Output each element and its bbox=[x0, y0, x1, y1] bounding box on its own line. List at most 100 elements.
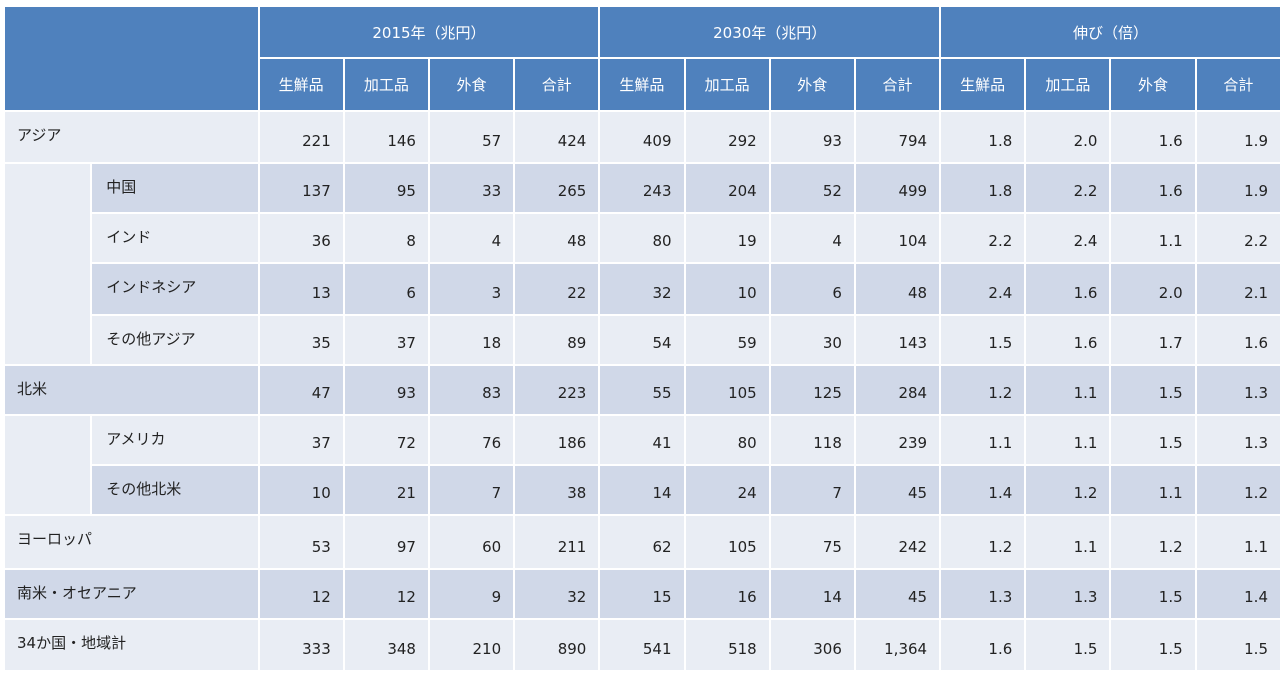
header-group-row: 2015年（兆円） 2030年（兆円） 伸び（倍） bbox=[3, 5, 1282, 112]
value-cell: 76 bbox=[427, 414, 516, 466]
value-cell: 186 bbox=[513, 414, 601, 466]
value-cell: 4 bbox=[427, 212, 516, 264]
value-cell: 7 bbox=[768, 464, 856, 516]
table-row: インド 36 8 4 48 80 19 4 104 2.2 2.4 1.1 2.2 bbox=[4, 212, 1283, 264]
value-cell: 33 bbox=[427, 162, 516, 214]
indent-spacer bbox=[2, 162, 93, 366]
value-cell: 45 bbox=[853, 568, 942, 620]
value-cell: 60 bbox=[427, 514, 516, 570]
value-cell: 2.0 bbox=[1024, 110, 1112, 164]
group-2015-header: 2015年（兆円） bbox=[257, 5, 601, 59]
value-cell: 204 bbox=[683, 162, 771, 214]
value-cell: 7 bbox=[427, 464, 516, 516]
value-cell: 2.2 bbox=[939, 212, 1027, 264]
sub-header-processed: 加工品 bbox=[342, 57, 430, 112]
value-cell: 1.1 bbox=[1109, 464, 1197, 516]
value-cell: 221 bbox=[257, 110, 345, 164]
value-cell: 80 bbox=[683, 414, 771, 466]
value-cell: 1.5 bbox=[1194, 618, 1283, 672]
value-cell: 1.9 bbox=[1194, 110, 1283, 164]
value-cell: 15 bbox=[598, 568, 686, 620]
value-cell: 8 bbox=[342, 212, 430, 264]
value-cell: 1.8 bbox=[939, 110, 1027, 164]
value-cell: 1.4 bbox=[939, 464, 1027, 516]
value-cell: 1.5 bbox=[1109, 414, 1197, 466]
value-cell: 541 bbox=[598, 618, 686, 672]
value-cell: 1.6 bbox=[1194, 314, 1283, 366]
value-cell: 104 bbox=[853, 212, 942, 264]
table-row: アメリカ 37 72 76 186 41 80 118 239 1.1 1.1 1.5 1.3 bbox=[2, 414, 1283, 516]
value-cell: 19 bbox=[683, 212, 771, 264]
value-cell: 72 bbox=[342, 414, 430, 466]
value-cell: 1.6 bbox=[1109, 162, 1197, 214]
value-cell: 1.1 bbox=[1194, 514, 1283, 570]
value-cell: 10 bbox=[683, 262, 771, 316]
value-cell: 242 bbox=[853, 514, 942, 570]
value-cell: 890 bbox=[513, 618, 601, 672]
food-market-table: 2015年（兆円） 2030年（兆円） 伸び（倍） 生鮮品 加工品 外食 合計 … bbox=[2, 5, 1283, 672]
value-cell: 210 bbox=[427, 618, 516, 672]
value-cell: 105 bbox=[683, 514, 771, 570]
value-cell: 1.2 bbox=[939, 364, 1027, 416]
value-cell: 10 bbox=[257, 464, 345, 516]
value-cell: 1.1 bbox=[1024, 414, 1112, 466]
table-row: ヨーロッパ 53 97 60 211 62 105 75 242 1.2 1.1 1.2 1.1 bbox=[3, 514, 1283, 570]
value-cell: 48 bbox=[513, 212, 601, 264]
value-cell: 3 bbox=[427, 262, 516, 316]
value-cell: 243 bbox=[598, 162, 686, 214]
value-cell: 9 bbox=[427, 568, 516, 620]
value-cell: 1.6 bbox=[939, 618, 1027, 672]
value-cell: 95 bbox=[342, 162, 430, 214]
value-cell: 89 bbox=[513, 314, 601, 366]
value-cell: 143 bbox=[853, 314, 942, 366]
row-label: その他アジア bbox=[90, 314, 260, 366]
value-cell: 12 bbox=[257, 568, 345, 620]
value-cell: 1.3 bbox=[1194, 414, 1283, 466]
table-row: その他北米 10 21 7 38 14 24 7 45 1.4 1.2 1.1 1.2 bbox=[4, 464, 1283, 516]
value-cell: 38 bbox=[513, 464, 601, 516]
value-cell: 13 bbox=[257, 262, 345, 316]
value-cell: 4 bbox=[768, 212, 856, 264]
value-cell: 1.5 bbox=[1109, 364, 1197, 416]
value-cell: 265 bbox=[513, 162, 601, 214]
value-cell: 35 bbox=[257, 314, 345, 366]
value-cell: 14 bbox=[768, 568, 856, 620]
value-cell: 306 bbox=[768, 618, 856, 672]
sub-header-total: 合計 bbox=[853, 57, 942, 112]
value-cell: 1.2 bbox=[1024, 464, 1112, 516]
value-cell: 75 bbox=[768, 514, 856, 570]
value-cell: 1.2 bbox=[939, 514, 1027, 570]
value-cell: 93 bbox=[768, 110, 856, 164]
table-row: 北米 47 93 83 223 55 105 125 284 1.2 1.1 1.5 1.3 bbox=[3, 364, 1283, 416]
header-sub-row: 生鮮品 加工品 外食 合計 生鮮品 加工品 外食 合計 生鮮品 加工品 外食 合… bbox=[4, 57, 1283, 112]
value-cell: 54 bbox=[598, 314, 686, 366]
row-label: インドネシア bbox=[90, 262, 260, 316]
value-cell: 239 bbox=[853, 414, 942, 466]
value-cell: 794 bbox=[853, 110, 942, 164]
value-cell: 1.1 bbox=[1024, 514, 1112, 570]
table-row: 34か国・地域計 333 348 210 890 541 518 306 1,364 1.6 1.… bbox=[3, 618, 1283, 672]
value-cell: 1.8 bbox=[939, 162, 1027, 214]
value-cell: 2.0 bbox=[1109, 262, 1197, 316]
sub-header-dining: 外食 bbox=[768, 57, 856, 112]
value-cell: 37 bbox=[342, 314, 430, 366]
value-cell: 1.6 bbox=[1109, 110, 1197, 164]
value-cell: 55 bbox=[598, 364, 686, 416]
value-cell: 2.4 bbox=[939, 262, 1027, 316]
value-cell: 409 bbox=[598, 110, 686, 164]
value-cell: 53 bbox=[257, 514, 345, 570]
row-label: アジア bbox=[3, 110, 260, 164]
value-cell: 211 bbox=[513, 514, 601, 570]
value-cell: 1.5 bbox=[939, 314, 1027, 366]
row-label: 南米・オセアニア bbox=[3, 568, 260, 620]
value-cell: 1.2 bbox=[1194, 464, 1283, 516]
value-cell: 1.1 bbox=[1109, 212, 1197, 264]
value-cell: 1.3 bbox=[939, 568, 1027, 620]
value-cell: 57 bbox=[427, 110, 516, 164]
value-cell: 37 bbox=[257, 414, 345, 466]
value-cell: 333 bbox=[257, 618, 345, 672]
row-label: 中国 bbox=[90, 162, 260, 214]
value-cell: 223 bbox=[513, 364, 601, 416]
row-label: 34か国・地域計 bbox=[3, 618, 260, 672]
value-cell: 22 bbox=[513, 262, 601, 316]
